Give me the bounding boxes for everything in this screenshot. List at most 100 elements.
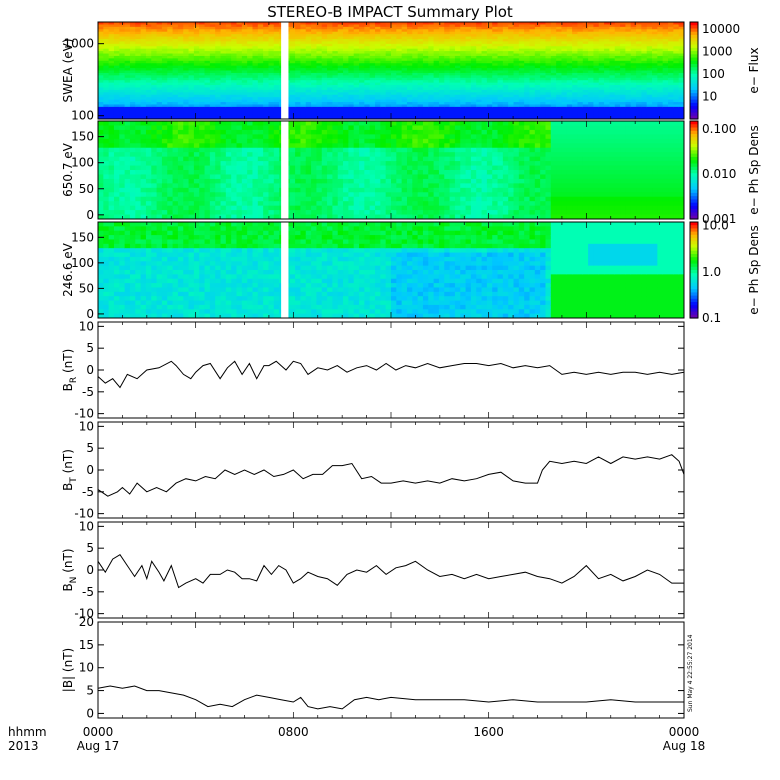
spectrogram-cell	[593, 29, 600, 33]
spectrogram-cell	[534, 38, 541, 42]
spectrogram-cell	[263, 92, 270, 96]
spectrogram-cell	[396, 65, 403, 69]
spectrogram-cell	[454, 114, 461, 118]
spectrogram-cell	[343, 60, 349, 64]
spectrogram-cell	[236, 102, 243, 106]
spectrogram-cell	[620, 116, 626, 119]
spectrogram-cell	[662, 94, 669, 98]
spectrogram-cell	[561, 109, 568, 113]
spectrogram-cell	[151, 205, 158, 211]
spectrogram-cell	[183, 121, 190, 127]
spectrogram-cell	[156, 97, 163, 101]
spectrogram-cell	[385, 111, 392, 115]
spectrogram-cell	[295, 99, 302, 103]
spectrogram-cell	[444, 85, 451, 89]
spectrogram-cell	[300, 114, 307, 118]
spectrogram-cell	[220, 183, 227, 189]
spectrogram-cell	[289, 114, 296, 118]
spectrogram-cell	[556, 24, 563, 28]
spectrogram-cell	[492, 87, 499, 91]
spectrogram-cell	[678, 22, 684, 26]
spectrogram-cell	[103, 111, 110, 115]
spectrogram-cell	[492, 29, 499, 33]
spectrogram-cell	[199, 38, 206, 42]
spectrogram-cell	[119, 161, 126, 167]
spectrogram-cell	[449, 104, 456, 108]
spectrogram-cell	[113, 205, 120, 211]
spectrogram-cell	[625, 60, 632, 64]
spectrogram-cell	[359, 109, 365, 113]
spectrogram-cell	[641, 116, 648, 119]
spectrogram-cell	[209, 152, 216, 158]
spectrogram-cell	[598, 55, 605, 59]
spectrogram-cell	[311, 41, 318, 45]
spectrogram-cell	[577, 31, 584, 35]
spectrogram-cell	[412, 87, 419, 91]
spectrogram-cell	[145, 210, 152, 216]
spectrogram-cell	[534, 94, 541, 98]
spectrogram-cell	[268, 106, 275, 110]
spectrogram-cell	[348, 53, 355, 57]
spectrogram-cell	[300, 92, 307, 96]
spectrogram-cell	[241, 94, 248, 98]
spectrogram-cell	[598, 34, 605, 38]
spectrogram-cell	[396, 48, 403, 52]
spectrogram-cell	[199, 36, 206, 40]
spectrogram-cell	[540, 97, 547, 101]
spectrogram-cell	[199, 165, 206, 171]
spectrogram-cell	[177, 70, 184, 74]
spectrogram-cell	[151, 89, 158, 93]
spectrogram-cell	[529, 60, 536, 64]
spectrogram-cell	[316, 89, 323, 93]
spectrogram-cell	[348, 104, 355, 108]
spectrogram-cell	[359, 68, 365, 72]
spectrogram-cell	[209, 143, 216, 149]
spectrogram-cell	[167, 26, 174, 30]
spectrogram-cell	[369, 46, 376, 50]
spectrogram-cell	[673, 82, 680, 86]
spectrogram-cell	[412, 41, 419, 45]
spectrogram-cell	[129, 94, 136, 98]
spectrogram-cell	[545, 34, 552, 38]
spectrogram-cell	[209, 72, 216, 76]
spectrogram-cell	[108, 70, 115, 74]
spectrogram-cell	[337, 116, 344, 119]
spectrogram-cell	[119, 183, 126, 189]
spectrogram-cell	[199, 129, 206, 135]
spectrogram-cell	[343, 68, 349, 72]
spectrogram-cell	[209, 85, 216, 89]
spectrogram-cell	[561, 53, 568, 57]
spectrogram-cell	[652, 114, 658, 118]
spectrogram-cell	[406, 114, 413, 118]
spectrogram-cell	[268, 97, 275, 101]
spectrogram-cell	[257, 77, 264, 81]
spectrogram-cell	[502, 51, 509, 55]
spectrogram-cell	[108, 196, 115, 202]
spectrogram-cell	[449, 87, 456, 91]
spectrogram-cell	[124, 196, 131, 202]
spectrogram-cell	[534, 26, 541, 30]
spectrogram-cell	[343, 36, 349, 40]
spectrogram-cell	[145, 26, 152, 30]
spectrogram-cell	[444, 41, 451, 45]
spectrogram-cell	[391, 87, 397, 91]
spectrogram-cell	[572, 60, 579, 64]
spectrogram-cell	[545, 26, 552, 30]
spectrogram-cell	[641, 38, 648, 42]
spectrogram-cell	[103, 178, 110, 184]
spectrogram-cell	[167, 106, 174, 110]
spectrogram-cell	[678, 36, 684, 40]
spectrogram-cell	[252, 48, 259, 52]
spectrogram-cell	[486, 36, 493, 40]
spectrogram-cell	[652, 63, 658, 67]
spectrogram-cell	[588, 75, 595, 79]
spectrogram-cell	[492, 94, 499, 98]
spectrogram-cell	[119, 29, 126, 33]
spectrogram-cell	[220, 92, 227, 96]
spectrogram-cell	[343, 41, 349, 45]
spectrogram-cell	[145, 102, 152, 106]
spectrogram-cell	[300, 65, 307, 69]
spectrogram-cell	[215, 201, 222, 207]
spectrogram-cell	[646, 97, 653, 101]
spectrogram-cell	[609, 75, 616, 79]
